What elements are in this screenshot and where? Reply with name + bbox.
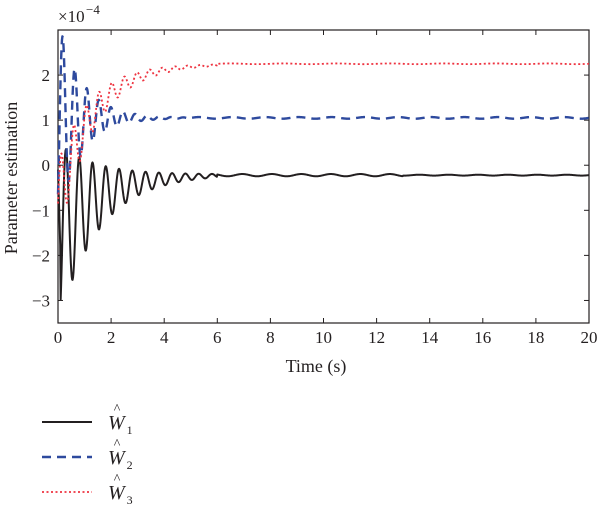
x-tick-label: 10 — [315, 328, 332, 347]
x-tick-label: 4 — [160, 328, 169, 347]
x-tick-label: 2 — [107, 328, 116, 347]
legend-hat: ^ — [114, 472, 121, 487]
x-tick-label: 12 — [368, 328, 385, 347]
legend: W 1^W 2^W 3^ — [42, 402, 133, 507]
x-tick-label: 20 — [581, 328, 598, 347]
x-tick-label: 18 — [527, 328, 544, 347]
plot-axes — [57, 29, 590, 324]
x-tick-label: 0 — [54, 328, 63, 347]
y-tick-label: −1 — [32, 201, 50, 220]
y-multiplier-base: ×10 — [58, 7, 85, 26]
legend-hat: ^ — [114, 402, 121, 417]
x-axis-label: Time (s) — [286, 356, 347, 377]
series-line-w3 — [57, 62, 590, 204]
legend-entry-w1: W 1^ — [42, 402, 133, 437]
series-line-w2 — [56, 35, 590, 195]
x-tick-label: 14 — [421, 328, 439, 347]
y-tick-label: −2 — [32, 246, 50, 265]
legend-entry-w2: W 2^ — [42, 437, 133, 472]
y-axis-label: Parameter estimation — [1, 102, 21, 254]
series-line-w1 — [57, 148, 590, 301]
x-tick-label: 16 — [474, 328, 491, 347]
y-multiplier: ×10 −4 — [58, 2, 100, 26]
x-tick-label: 8 — [266, 328, 275, 347]
legend-hat: ^ — [114, 437, 121, 452]
x-tick-label: 6 — [213, 328, 222, 347]
y-tick-label: −3 — [32, 291, 50, 310]
series-layer — [56, 35, 590, 301]
y-tick-label: 1 — [42, 111, 51, 130]
y-tick-label: 2 — [42, 66, 51, 85]
plot-frame — [57, 29, 590, 324]
y-multiplier-exponent: −4 — [86, 2, 100, 17]
legend-entry-w3: W 3^ — [42, 472, 133, 507]
y-tick-label: 0 — [42, 156, 51, 175]
